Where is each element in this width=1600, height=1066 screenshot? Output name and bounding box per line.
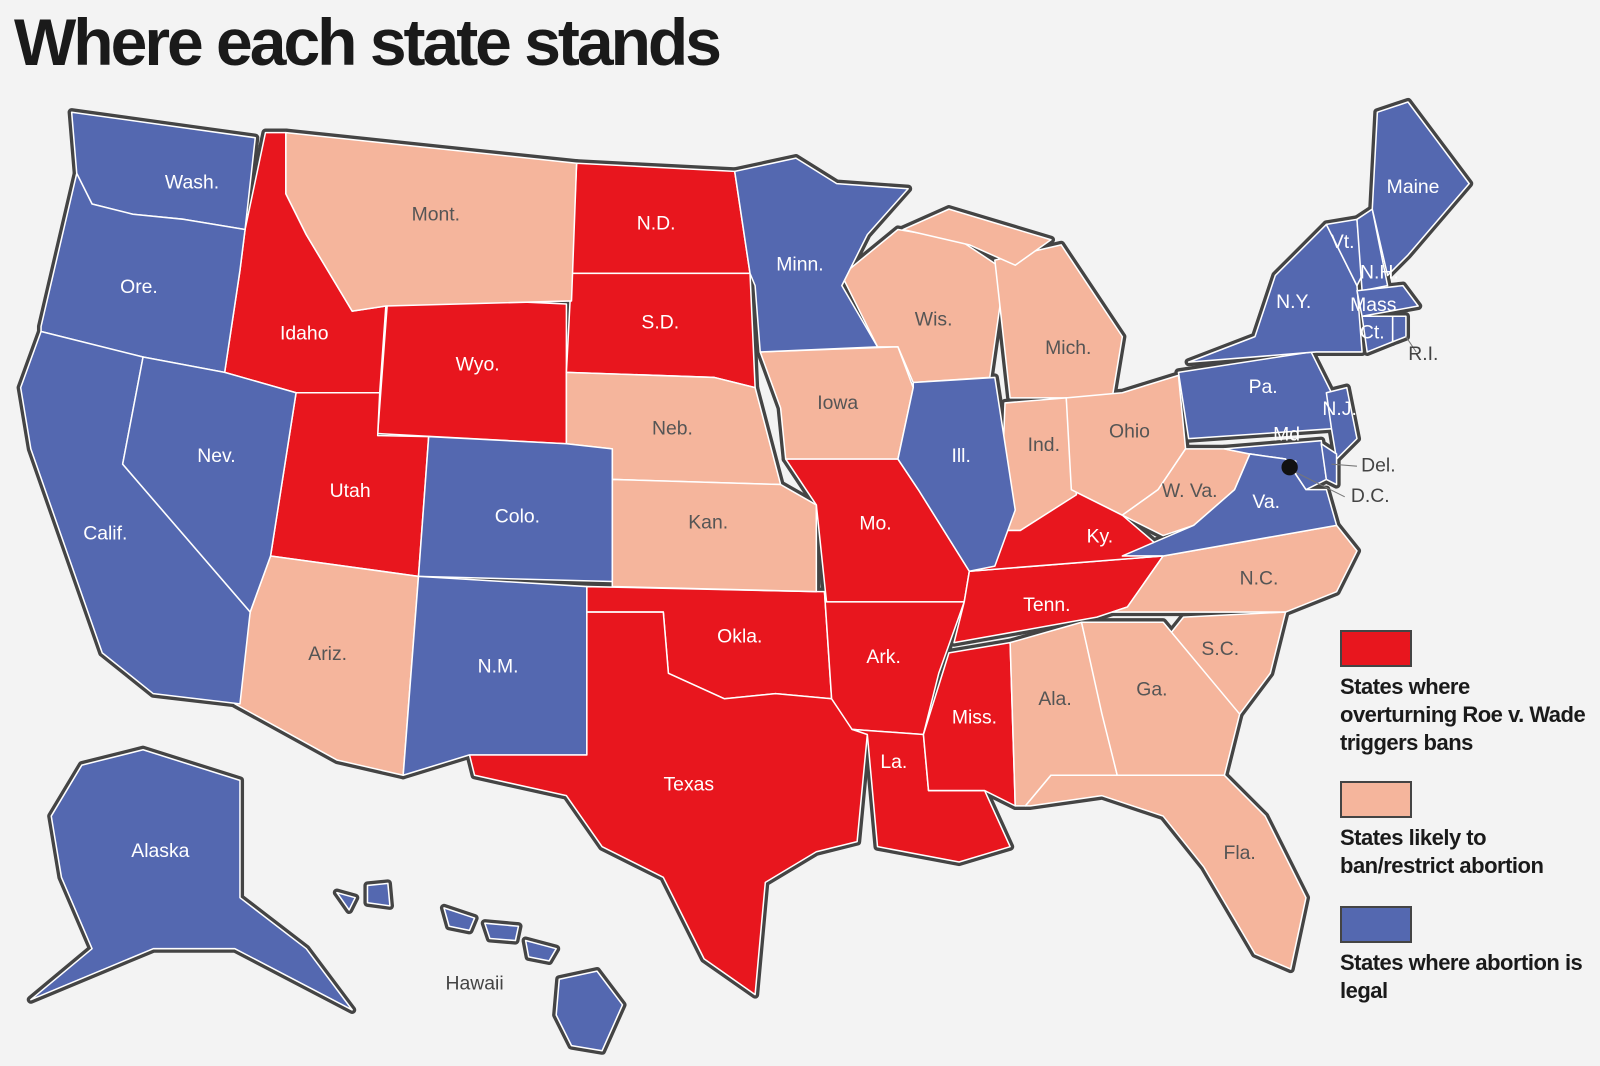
state-label: Va. (1252, 491, 1280, 513)
state (1024, 774, 1307, 970)
state-label: Nev. (197, 445, 235, 467)
state (1121, 453, 1338, 557)
state (994, 244, 1124, 399)
legend-label: States likely to ban/restrict abortion (1340, 825, 1544, 878)
state-layer (19, 101, 1470, 1052)
state-label: Ala. (1038, 688, 1071, 710)
state-label: Hawaii (446, 973, 504, 995)
state (30, 749, 353, 1011)
state-label: N.D. (637, 213, 676, 235)
state-label: Ariz. (308, 643, 347, 665)
state-label: Ark. (866, 646, 900, 668)
state-label: Calif. (83, 523, 127, 545)
state-label: Iowa (817, 392, 858, 414)
state (1356, 284, 1419, 317)
state (897, 376, 1017, 573)
state-label: Md (1273, 424, 1300, 446)
state-label: N.H. (1360, 262, 1399, 284)
state (443, 907, 476, 932)
state (417, 435, 614, 583)
state-label: N.Y. (1276, 291, 1311, 313)
state-label: Kan. (688, 511, 728, 533)
state-label: La. (880, 751, 907, 773)
state-label: Neb. (652, 418, 693, 440)
state (121, 356, 297, 613)
state-label: Fla. (1224, 842, 1256, 864)
state-label: Tenn. (1023, 594, 1070, 616)
legend-swatch (1340, 781, 1412, 818)
state-label: S.D. (641, 311, 679, 333)
state-label: Colo. (495, 505, 540, 527)
state (285, 131, 578, 312)
state-label: W. Va. (1162, 480, 1218, 502)
state (1371, 101, 1470, 277)
state-label: Miss. (952, 706, 997, 728)
state-label: Utah (330, 480, 371, 502)
state-label: D.C. (1351, 485, 1390, 507)
state-label: Wis. (915, 308, 953, 330)
state-label: Ill. (951, 445, 970, 467)
state-label: S.C. (1201, 638, 1239, 660)
state (366, 882, 391, 907)
state-label: Ga. (1136, 679, 1167, 701)
state (234, 555, 420, 777)
legend-item: States where overturning Roe v. Wade tri… (1340, 630, 1590, 757)
legend-item: States likely to ban/restrict abortion (1340, 781, 1590, 880)
state (484, 922, 520, 942)
state-label: Mich. (1045, 337, 1091, 359)
state-label: N.C. (1240, 568, 1279, 590)
state-label: Minn. (776, 253, 823, 275)
state-label: Del. (1361, 454, 1395, 476)
state-label: Wash. (165, 172, 219, 194)
state-label: Maine (1387, 176, 1440, 198)
state (524, 939, 557, 962)
legend-swatch (1340, 906, 1412, 943)
state-label: Mass (1350, 294, 1396, 316)
legend-item: States where abortion is legal (1340, 906, 1590, 1005)
leader-line (1331, 463, 1358, 467)
state-label: Vt. (1331, 231, 1355, 253)
state (733, 157, 909, 353)
legend-label: States where abortion is legal (1340, 950, 1583, 1003)
state-label: Pa. (1249, 376, 1278, 398)
legend-label: States where overturning Roe v. Wade tri… (1340, 674, 1586, 755)
state-label: Okla. (717, 626, 762, 648)
state-label: N.M. (478, 655, 519, 677)
state-label: Ind. (1028, 434, 1060, 456)
state (1320, 442, 1338, 486)
state (336, 891, 357, 911)
state-label: Wyo. (456, 353, 500, 375)
state-label: Ky. (1087, 526, 1114, 548)
state-label: Idaho (280, 323, 329, 345)
title: Where each state stands (14, 5, 722, 79)
state-label: Ct. (1360, 322, 1385, 344)
state-label: Mo. (859, 512, 891, 534)
state (402, 575, 588, 777)
state-label: Mont. (412, 203, 460, 225)
leader-line (1405, 336, 1417, 353)
state (555, 970, 624, 1052)
state (1356, 208, 1389, 292)
state (611, 478, 818, 593)
legend-swatch (1340, 630, 1412, 667)
state-label: N.J. (1322, 398, 1356, 420)
label-layer: Idaho Wyo. Utah N.D. S.D. Mo. Okla. Texas Ark. La… (83, 172, 1439, 995)
dc-dot (1281, 459, 1298, 476)
state-label: Ore. (120, 276, 158, 298)
state-label: Texas (663, 774, 714, 796)
state-label: Ohio (1109, 421, 1150, 443)
state (1391, 315, 1407, 343)
state (1325, 386, 1358, 460)
state-label: R.I. (1408, 343, 1438, 365)
leader-line (1293, 470, 1345, 498)
state-label: Alaska (131, 840, 189, 862)
state (902, 208, 1052, 266)
state (468, 611, 869, 996)
